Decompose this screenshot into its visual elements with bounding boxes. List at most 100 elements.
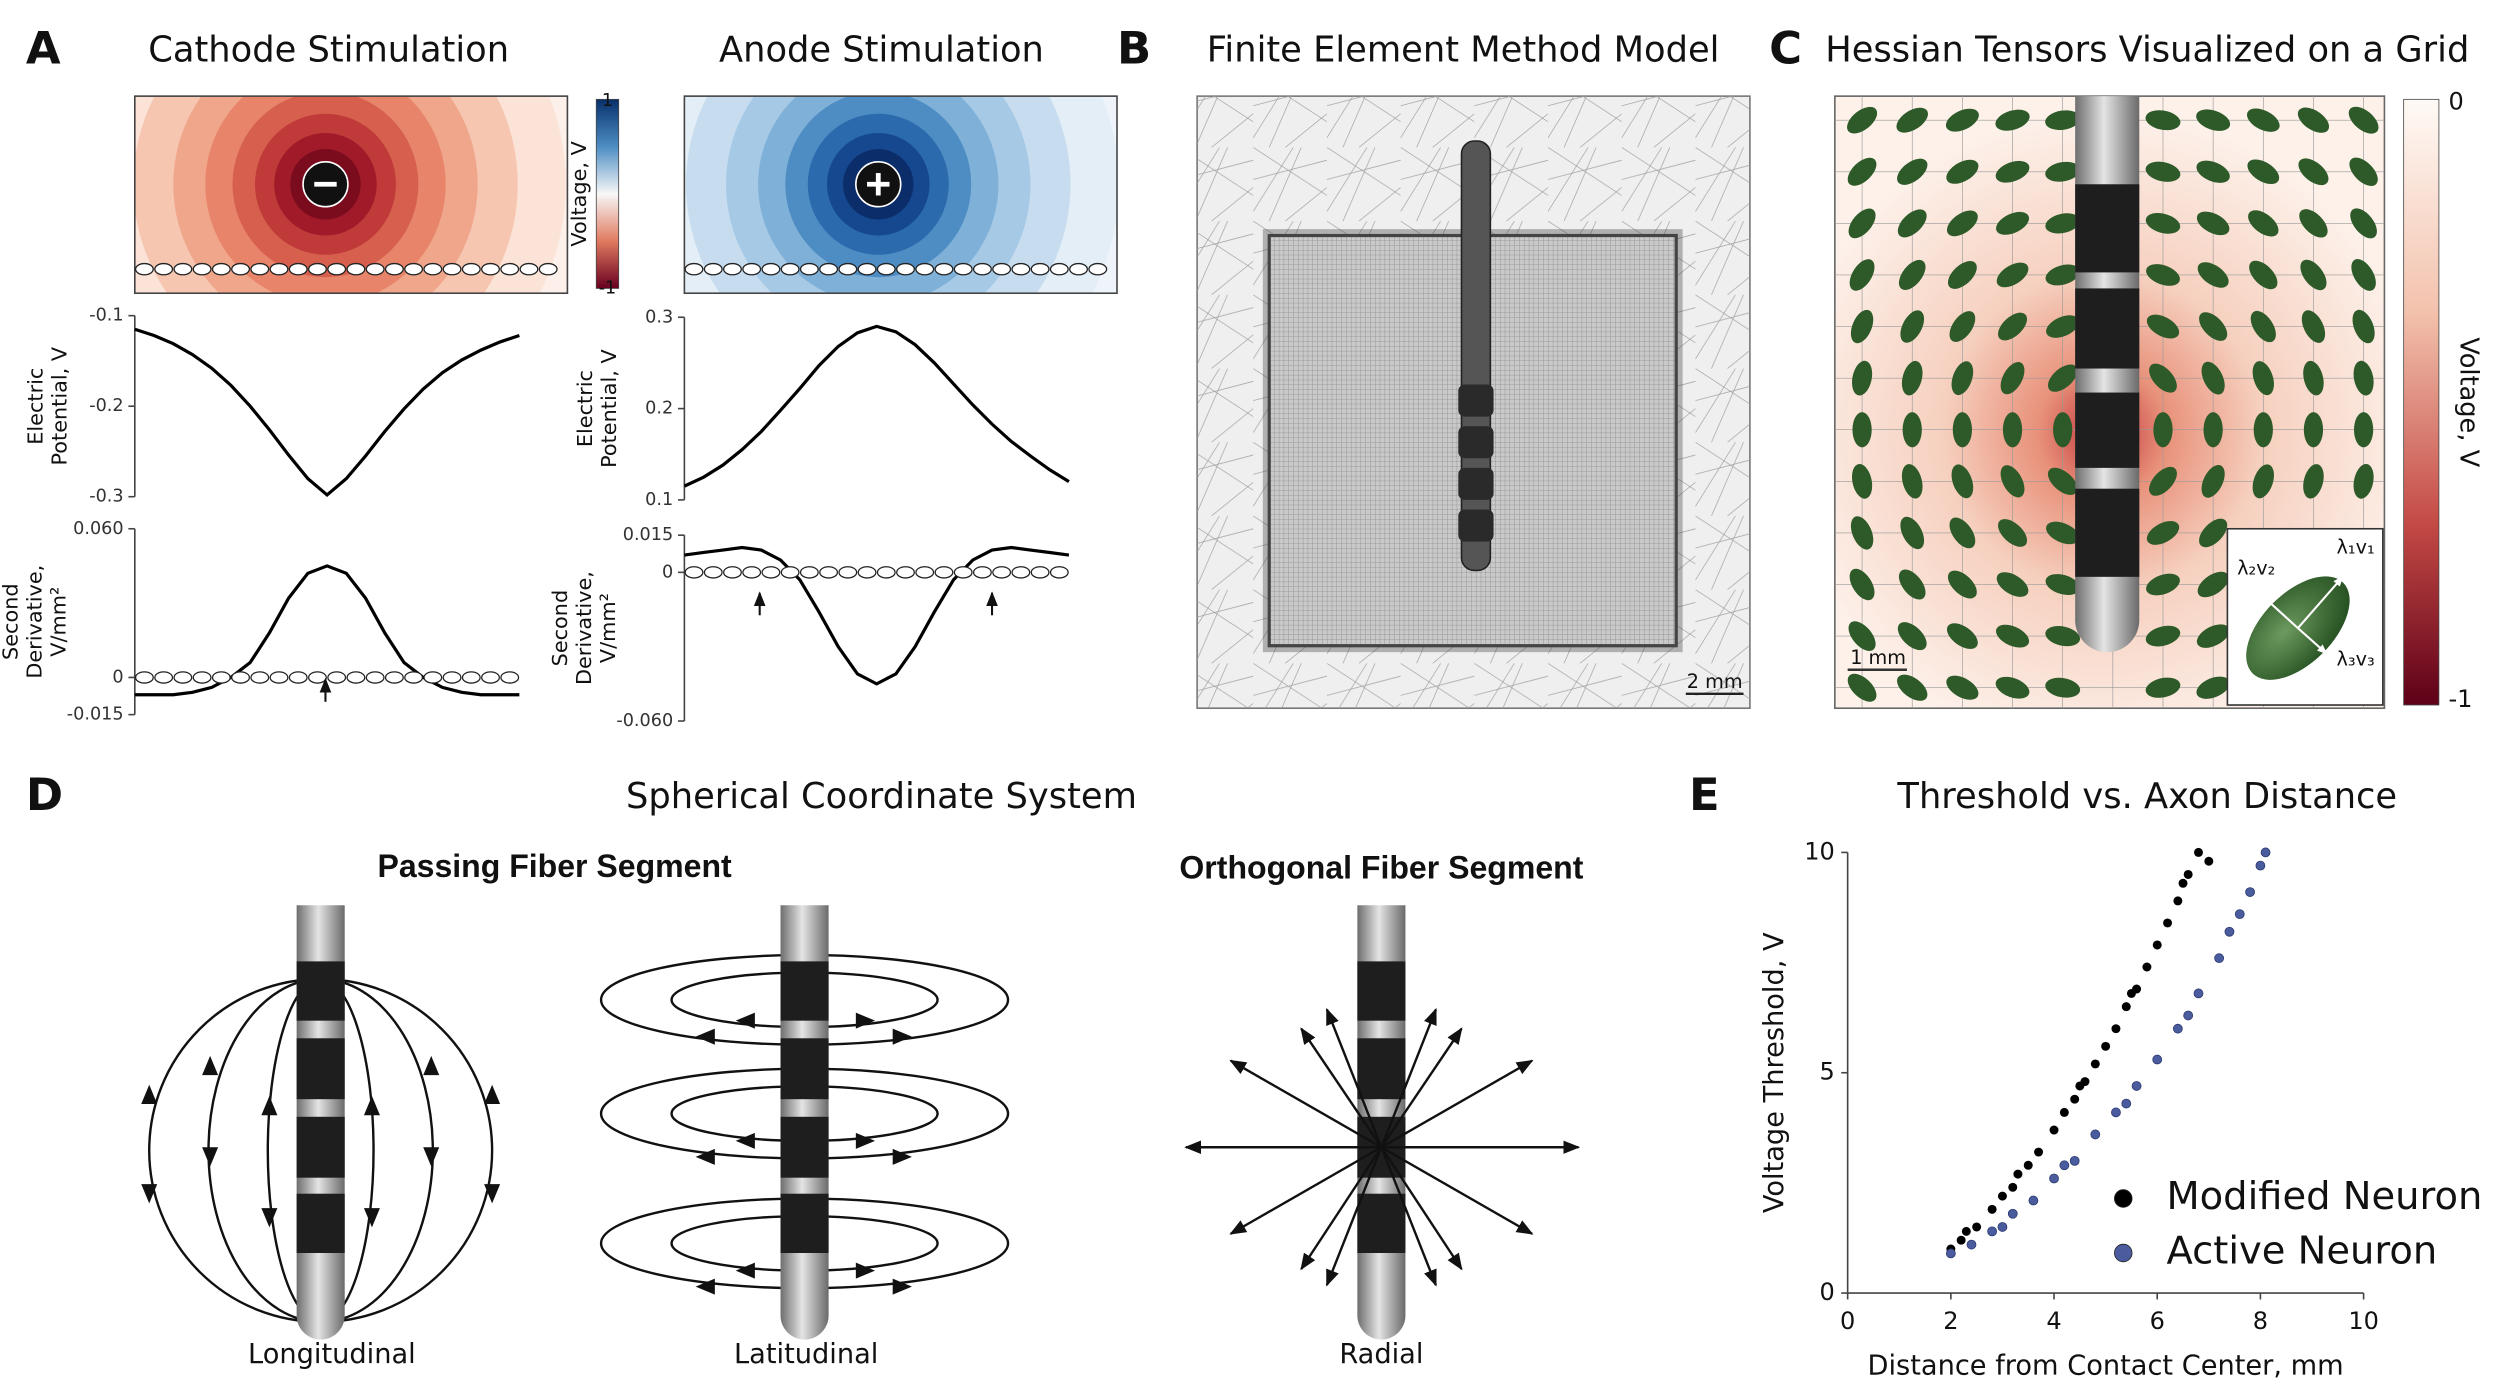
axon-node [519,262,539,276]
y-tick-label: -0.060 [616,711,673,731]
tensor [2252,361,2274,396]
point [2172,1023,2183,1034]
axon-node [1049,566,1069,579]
tensor [1897,674,1928,701]
tensor [1996,211,2030,235]
tensor [1848,621,1876,651]
point [2090,1059,2100,1069]
tensor [2197,262,2229,288]
y-tick-label: 0.1 [645,490,673,510]
axon-node [308,262,327,276]
tensor [1949,311,1976,342]
inset-label: λ₂v₂ [2237,556,2275,579]
contact [780,961,829,1021]
point [2234,909,2245,919]
axon-node [384,262,404,276]
tensor [1947,261,1977,289]
arrowhead [892,1028,912,1045]
tensor-grid [1834,96,2385,709]
curve [134,564,520,697]
arrowhead [735,1012,755,1029]
arrowhead [892,1148,912,1165]
point [1972,1222,1982,1232]
tensor [1951,361,1974,396]
x-tick-label: 4 [2046,1307,2061,1335]
axon-node [703,566,723,579]
axon-node [481,262,500,276]
arrowhead [363,1095,380,1116]
y-tick-label: 0 [662,562,673,582]
axon-node [857,262,877,276]
contact [2075,184,2140,273]
y-axis-label: Derivative, [22,565,46,679]
axon-node [288,262,308,276]
axon-node [723,566,742,579]
tensor [2350,208,2377,239]
curve [683,324,1070,488]
point [2142,962,2152,972]
axon-node [742,566,762,579]
axon-node [761,566,781,579]
point [1997,1222,2008,1232]
point [2255,860,2266,871]
tensor [2196,624,2230,648]
tensor [1996,572,2029,597]
point [1956,1235,1966,1245]
tensor [1946,675,1979,700]
scale-label: 2 mm [1687,670,1743,693]
arrowhead [423,1055,440,1076]
colorbar [2403,98,2440,706]
tensor [2149,363,2177,393]
point [2183,869,2193,879]
legend-label: Modified Neuron [2167,1174,2483,1219]
y-axis-label: Voltage Threshold, V [1759,932,1790,1213]
radial-arrow [1380,1059,1534,1149]
tensor [1852,412,1872,448]
tensor [2299,209,2328,238]
chart-title: Threshold vs. Axon Distance [1896,776,2397,817]
tensor [2149,466,2177,496]
y-axis-label: Potential, V [597,349,621,468]
contact [296,1038,345,1100]
y-tick-label: -0.3 [89,487,123,507]
tensor [1900,310,1925,343]
x-tick-label: 2 [1943,1307,1958,1335]
radial-arrow [1380,1146,1437,1287]
axon-node [173,262,193,276]
panel-title: Finite Element Method Model [1207,29,1720,70]
curve [684,545,1070,686]
point [2111,1024,2121,1034]
colorbar-label: Voltage, V [567,140,591,246]
tensor [2303,464,2324,499]
arrowhead [892,1278,912,1295]
scale-label: 1 mm [1850,646,1906,669]
panel-letter: B [1117,21,1151,74]
axon-node [481,671,500,684]
tensor [2196,676,2230,699]
point [2193,988,2204,999]
axon-node [154,671,174,684]
tensor [2201,361,2225,395]
panel-letter: A [26,21,61,74]
contact [780,1193,829,1253]
heatmap-frame [683,95,1118,295]
axon-node [231,671,251,684]
inset-label: λ₁v₁ [2337,535,2375,558]
axon-node [346,671,366,684]
field-label: Latitudinal [734,1339,878,1370]
y-axis-label: Second [548,590,572,667]
tensor [2203,412,2223,448]
tensor [2352,309,2375,344]
axon-node [211,671,231,684]
tensor [2353,463,2374,499]
point [1987,1226,1998,1237]
tensor [2045,574,2080,595]
legend-label: Active Neuron [2167,1228,2438,1273]
axon-node [934,262,954,276]
legend-marker [2114,1243,2133,1263]
arrowhead [695,1028,715,1045]
cathode-heatmap [134,96,568,294]
radial-arrow [1380,1007,1437,1148]
arrowhead [423,1147,440,1167]
tensor [1847,106,1878,134]
